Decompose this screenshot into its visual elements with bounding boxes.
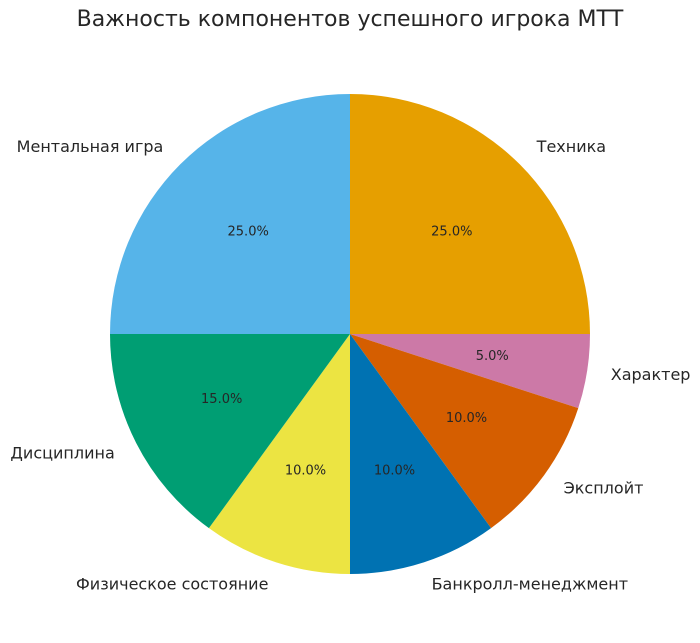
pie-slice <box>208 334 350 574</box>
category-label: Техника <box>536 137 606 156</box>
category-label: Эксплойт <box>564 479 644 498</box>
value-label: 15.0% <box>201 392 242 407</box>
value-label: 25.0% <box>228 225 269 240</box>
value-label: 5.0% <box>476 349 509 364</box>
pie-slice <box>350 334 492 574</box>
pie-slice <box>350 334 579 529</box>
category-label: Физическое состояние <box>76 575 268 594</box>
pie-slice <box>110 94 350 334</box>
category-label: Дисциплина <box>10 443 114 462</box>
pie-slice <box>350 94 590 334</box>
pie-slice <box>110 334 350 529</box>
chart-title: Важность компонентов успешного игрока МТ… <box>77 7 624 32</box>
value-label: 10.0% <box>374 463 415 478</box>
category-label: Характер <box>611 365 691 384</box>
value-label: 25.0% <box>431 225 472 240</box>
category-label: Банкролл-менеджмент <box>432 575 628 594</box>
value-label: 10.0% <box>446 411 487 426</box>
category-label: Ментальная игра <box>17 137 164 156</box>
pie-slice <box>350 334 590 409</box>
value-label: 10.0% <box>285 463 326 478</box>
